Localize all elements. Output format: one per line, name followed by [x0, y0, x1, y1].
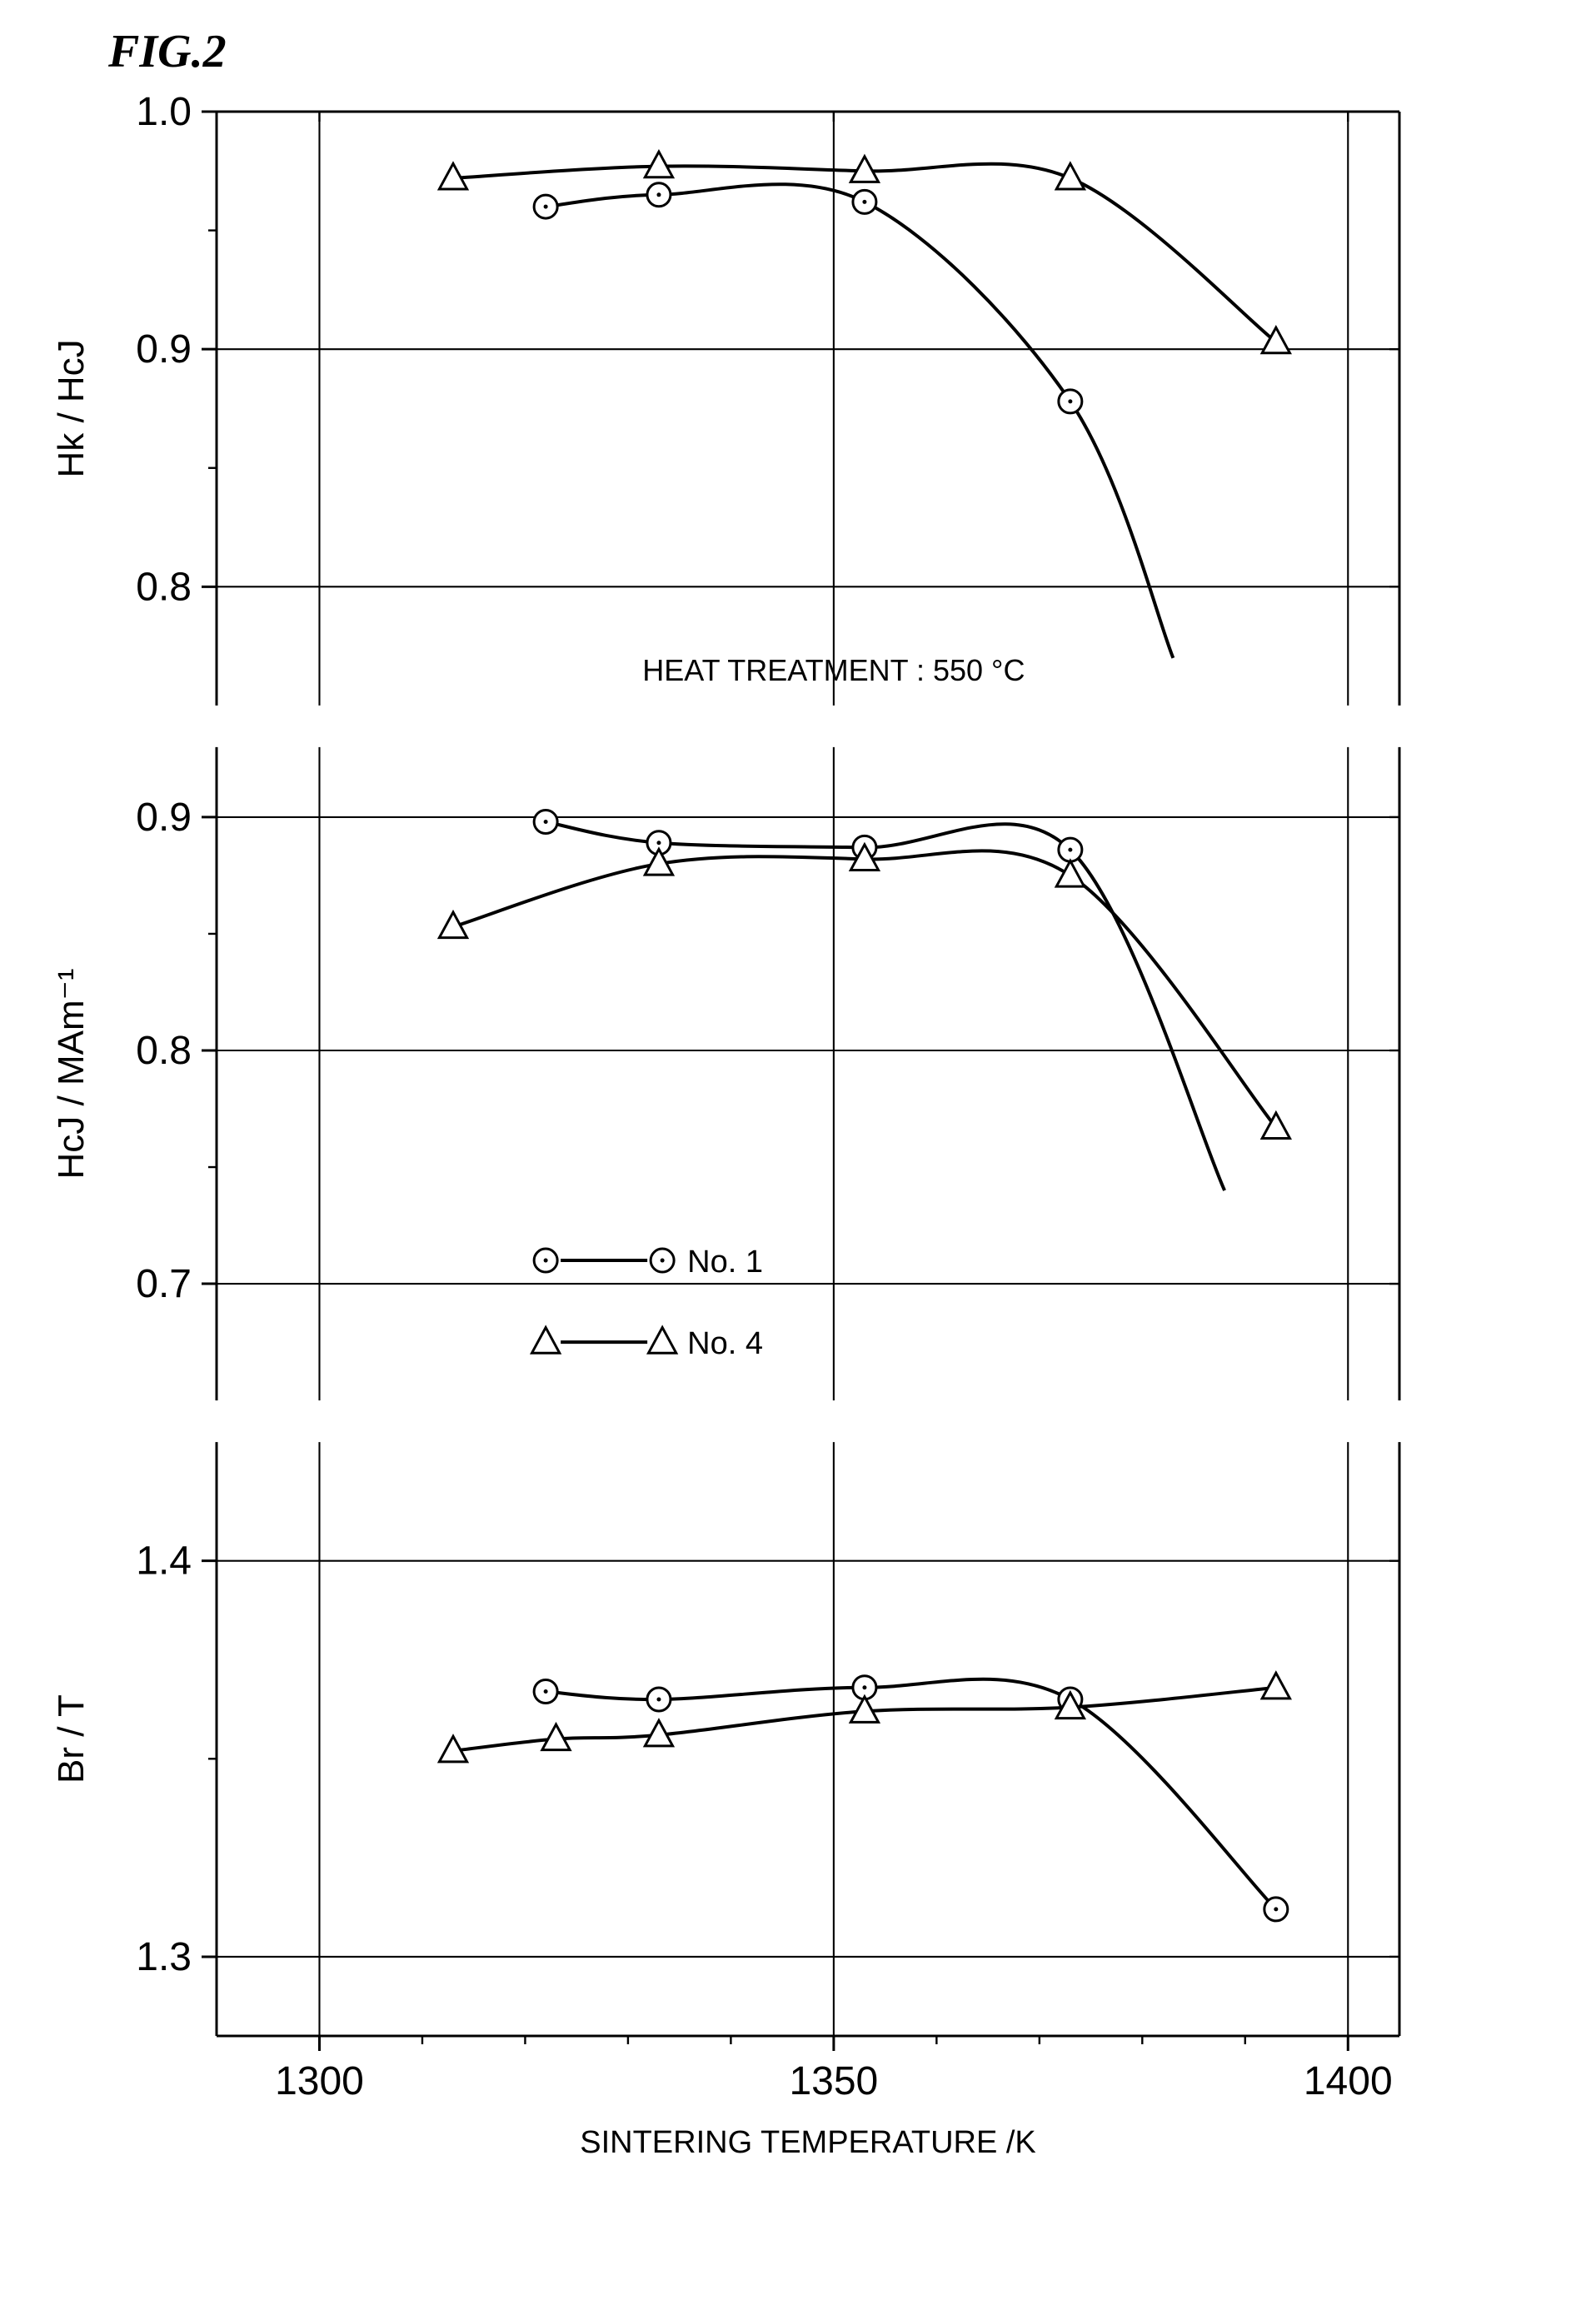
svg-text:SINTERING TEMPERATURE /K: SINTERING TEMPERATURE /K [580, 2125, 1036, 2160]
svg-text:0.9: 0.9 [136, 796, 192, 840]
svg-text:0.7: 0.7 [136, 1262, 192, 1306]
figure-title: FIG.2 [108, 25, 1571, 78]
svg-text:No. 1: No. 1 [687, 1245, 763, 1280]
svg-text:Br / T: Br / T [51, 1694, 92, 1784]
svg-text:HEAT TREATMENT : 550 °C: HEAT TREATMENT : 550 °C [642, 653, 1025, 687]
svg-text:1.4: 1.4 [136, 1539, 192, 1584]
chart-area: 1300 1350 1400 SINTERING TEMPERATURE /K 0.8 0… [25, 95, 1571, 2178]
chart-svg: 1300 1350 1400 SINTERING TEMPERATURE /K 0.8 0… [25, 95, 1441, 2178]
svg-text:HcJ / MAm⁻¹: HcJ / MAm⁻¹ [51, 969, 92, 1180]
svg-text:0.8: 0.8 [136, 1029, 192, 1073]
svg-text:Hk / HcJ: Hk / HcJ [51, 339, 92, 477]
svg-text:1.0: 1.0 [136, 95, 192, 134]
svg-text:1400: 1400 [1304, 2059, 1393, 2103]
svg-text:1300: 1300 [275, 2059, 364, 2103]
svg-text:0.9: 0.9 [136, 327, 192, 372]
svg-text:No. 4: No. 4 [687, 1326, 763, 1361]
svg-text:1350: 1350 [789, 2059, 878, 2103]
svg-text:1.3: 1.3 [136, 1935, 192, 1979]
svg-text:0.8: 0.8 [136, 565, 192, 609]
